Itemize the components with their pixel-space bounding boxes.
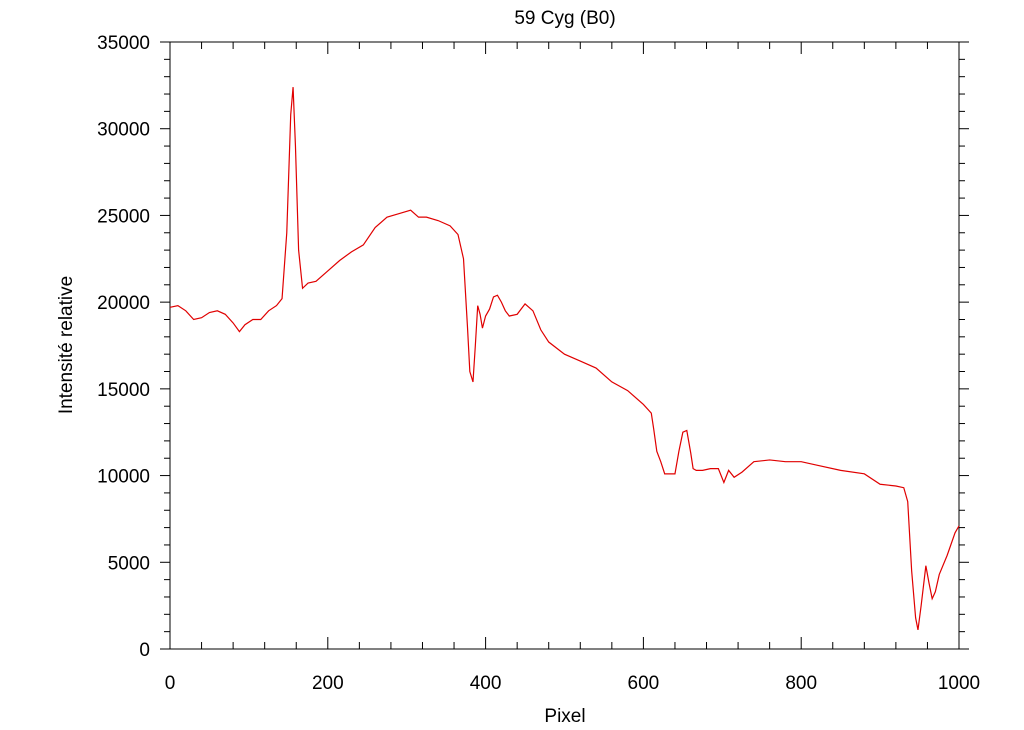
y-tick-label: 35000 <box>97 33 150 54</box>
x-tick-label: 1000 <box>938 673 980 694</box>
y-tick-labels: 0 5000 10000 15000 20000 25000 30000 35000 <box>97 33 150 661</box>
series-line <box>169 87 960 631</box>
y-tick-label: 20000 <box>97 293 150 314</box>
y-tick-label: 30000 <box>97 120 150 141</box>
chart-title: 59 Cyg (B0) <box>514 8 615 29</box>
y-tick-label: 10000 <box>97 467 150 488</box>
x-tick-label: 600 <box>628 673 660 694</box>
y-tick-label: 15000 <box>97 380 150 401</box>
x-tick-label: 200 <box>312 673 344 694</box>
x-tick-label: 800 <box>785 673 817 694</box>
x-axis-title: Pixel <box>544 706 585 727</box>
y-axis-title: Intensité relative <box>56 276 77 414</box>
x-tick-label: 400 <box>470 673 502 694</box>
y-tick-label: 5000 <box>108 553 150 574</box>
axis-ticks <box>160 41 969 650</box>
x-tick-label: 0 <box>165 673 176 694</box>
y-tick-label: 25000 <box>97 206 150 227</box>
y-tick-label: 0 <box>139 640 150 661</box>
x-tick-labels: 0 200 400 600 800 1000 <box>165 673 980 694</box>
plot-frame <box>169 41 960 650</box>
